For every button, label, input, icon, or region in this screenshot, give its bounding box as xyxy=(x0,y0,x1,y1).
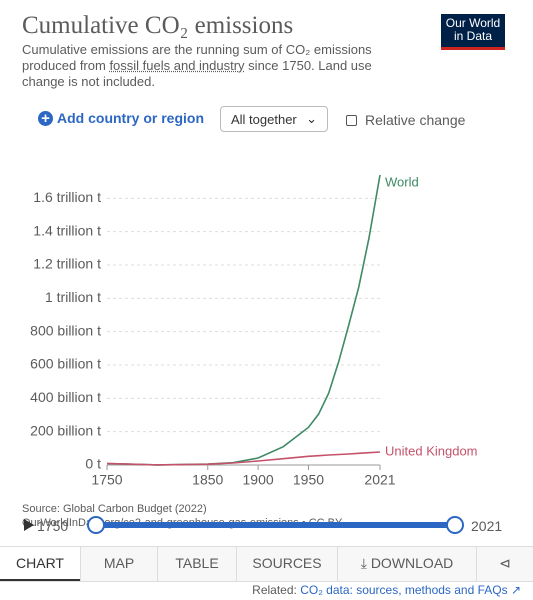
x-tick-label: 1950 xyxy=(293,472,324,488)
tab-label: DOWNLOAD xyxy=(370,555,454,571)
y-tick-label: 1.2 trillion t xyxy=(33,256,101,272)
y-tick-label: 1 trillion t xyxy=(45,289,101,305)
y-tick-label: 200 billion t xyxy=(30,422,101,438)
series-line xyxy=(106,174,381,466)
play-button[interactable] xyxy=(24,519,34,531)
related: Related: CO₂ data: sources, methods and … xyxy=(252,583,521,597)
chart-title: Cumulative CO₂ emissions xyxy=(22,12,294,39)
x-tick-label: 1900 xyxy=(243,472,274,488)
y-tick-label: 1.4 trillion t xyxy=(33,222,101,238)
subtitle-text: Cumulative emissions are the running sum… xyxy=(22,42,372,73)
timeline-start: 1750 xyxy=(37,518,69,534)
subtitle: Cumulative emissions are the running sum… xyxy=(22,42,412,90)
share-button[interactable]: ⊲ xyxy=(476,547,533,581)
dropdown-label: All together xyxy=(231,112,297,127)
tab[interactable]: MAP xyxy=(80,547,157,581)
tabs: CHART MAP TABLE SOURCES ⤓ DOWNLOAD ⊲ xyxy=(0,546,533,582)
checkbox[interactable]: Relative change xyxy=(346,112,465,128)
x-tick-label: 1750 xyxy=(91,472,122,488)
timeline-handle[interactable] xyxy=(87,516,105,534)
tab[interactable]: ⤓ DOWNLOAD xyxy=(337,547,476,581)
timeline-end: 2021 xyxy=(471,518,503,534)
x-tick-label: 2021 xyxy=(364,472,395,488)
series-label: World xyxy=(385,174,419,189)
dropdown[interactable]: All together ⌄ xyxy=(220,106,328,132)
series-label: United Kingdom xyxy=(385,443,478,458)
y-tick-label: 1.6 trillion t xyxy=(33,189,101,205)
chevron: ⌄ xyxy=(306,111,317,126)
y-tick-label: 0 t xyxy=(85,456,101,472)
series-line xyxy=(106,451,381,466)
tab[interactable]: SOURCES xyxy=(236,547,337,581)
subtitle-text: since 1750. Land use change is not inclu… xyxy=(22,58,372,89)
x-tick-label: 1850 xyxy=(192,472,223,488)
logo-line: in Data xyxy=(453,29,493,43)
tab[interactable]: CHART xyxy=(0,547,80,581)
download-icon: ⤓ xyxy=(360,555,371,571)
y-tick-label: 600 billion t xyxy=(30,356,101,372)
source: Source: Global Carbon Budget (2022) xyxy=(22,503,207,515)
logo-line: Our World xyxy=(445,16,501,30)
external-icon: ↗ xyxy=(507,583,521,597)
y-tick-label: 400 billion t xyxy=(30,389,101,405)
y-tick-label: 800 billion t xyxy=(30,322,101,338)
subtitle-link[interactable]: fossil fuels and industry xyxy=(109,58,245,73)
logo[interactable]: Our World in Data xyxy=(441,14,505,50)
related-link[interactable]: CO₂ data: sources, methods and FAQs xyxy=(300,583,508,597)
add-label: Add country or region xyxy=(57,110,204,126)
related-prefix: Related: xyxy=(252,583,301,597)
checkbox-box xyxy=(346,114,357,126)
timeline-handle[interactable] xyxy=(446,516,464,534)
tab[interactable]: TABLE xyxy=(157,547,236,581)
checkbox-label: Relative change xyxy=(365,112,466,128)
plus-icon: + xyxy=(38,110,53,126)
add-button[interactable]: + Add country or region xyxy=(38,110,204,126)
timeline-track[interactable] xyxy=(95,522,455,528)
